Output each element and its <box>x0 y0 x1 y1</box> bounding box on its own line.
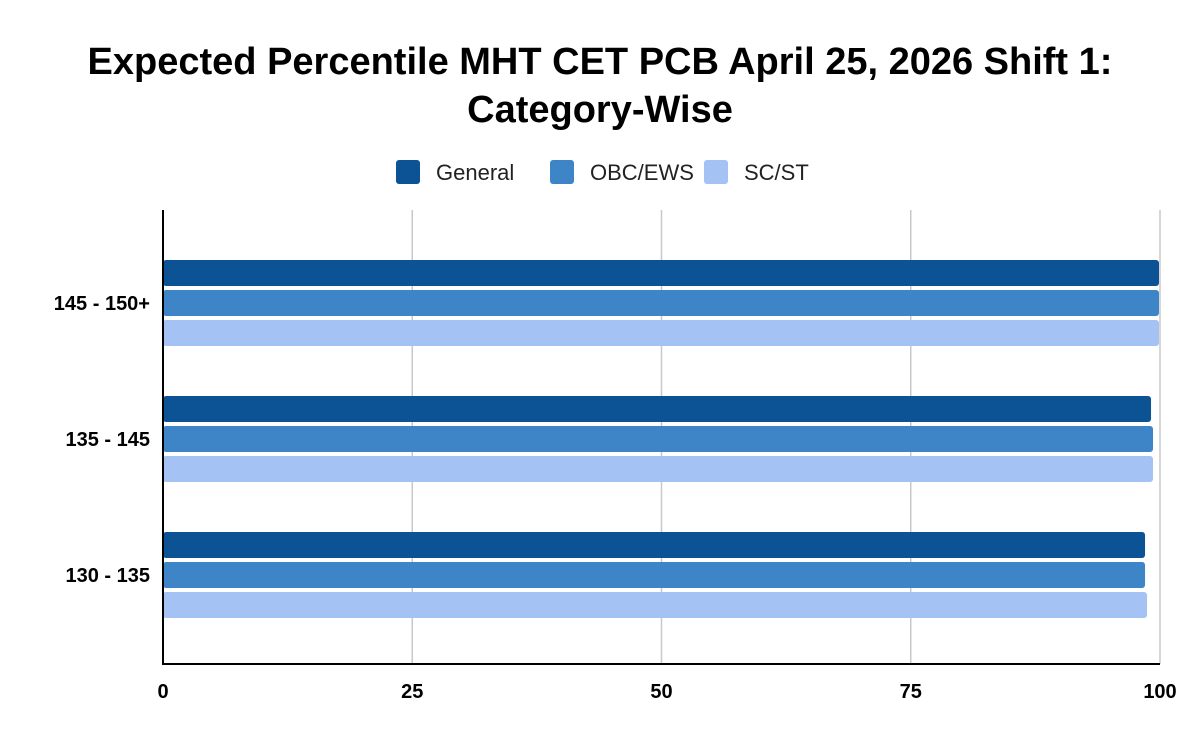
bar <box>163 532 1146 558</box>
category-label: 145 - 150+ <box>54 293 150 315</box>
legend-item: SC/ST <box>704 160 809 185</box>
bar <box>163 592 1148 618</box>
legend-label: General <box>436 160 514 185</box>
bar <box>163 426 1154 452</box>
x-tick-labels: 0 25 50 75 100 <box>157 681 1176 703</box>
bar <box>163 456 1154 482</box>
bars <box>163 260 1160 618</box>
bar <box>163 320 1160 346</box>
chart-title-line-1: Expected Percentile MHT CET PCB April 25… <box>88 41 1113 83</box>
legend-swatch <box>704 160 728 184</box>
chart-title: Expected Percentile MHT CET PCB April 25… <box>88 41 1113 131</box>
bar <box>163 260 1160 286</box>
legend-swatch <box>550 160 574 184</box>
category-label: 130 - 135 <box>65 565 150 587</box>
x-tick-label: 0 <box>157 681 168 703</box>
bar <box>163 290 1160 316</box>
legend-label: OBC/EWS <box>590 160 694 185</box>
x-tick-label: 100 <box>1143 681 1176 703</box>
axes <box>162 210 1160 665</box>
x-tick-label: 25 <box>401 681 423 703</box>
x-tick-label: 50 <box>650 681 672 703</box>
category-label: 135 - 145 <box>65 429 150 451</box>
legend-item: General <box>396 160 514 185</box>
bar <box>163 396 1152 422</box>
legend-item: OBC/EWS <box>550 160 694 185</box>
legend-swatch <box>396 160 420 184</box>
chart-title-line-2: Category-Wise <box>467 89 733 131</box>
bar <box>163 562 1146 588</box>
category-labels: 145 - 150+ 135 - 145 130 - 135 <box>54 293 150 587</box>
x-tick-label: 75 <box>900 681 922 703</box>
legend: General OBC/EWS SC/ST <box>396 160 809 185</box>
legend-label: SC/ST <box>744 160 809 185</box>
